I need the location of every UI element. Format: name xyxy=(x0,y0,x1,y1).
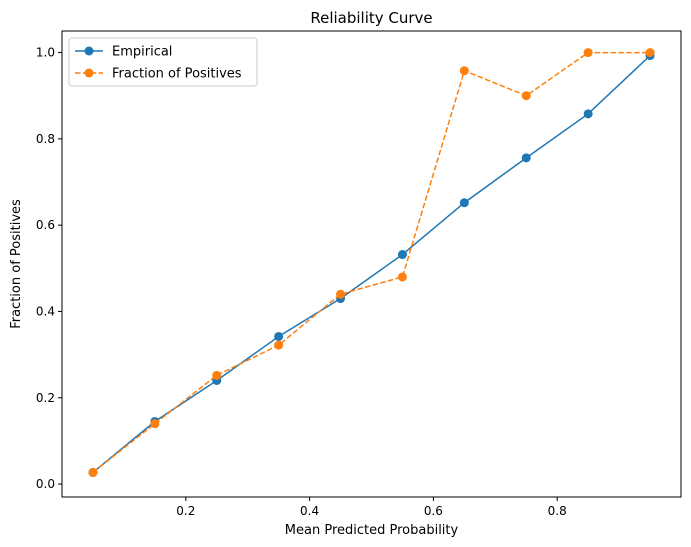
data-point xyxy=(521,91,531,101)
x-tick-label: 0.6 xyxy=(424,504,443,518)
chart-title: Reliability Curve xyxy=(310,9,432,27)
legend-marker xyxy=(84,46,94,56)
data-point xyxy=(459,198,469,208)
x-axis: 0.2 0.4 0.6 0.8 xyxy=(176,497,567,518)
legend-label: Fraction of Positives xyxy=(112,67,242,82)
y-tick-label: 1.0 xyxy=(36,46,55,60)
data-point xyxy=(459,66,469,76)
x-tick-label: 0.2 xyxy=(176,504,195,518)
legend: Empirical Fraction of Positives xyxy=(68,37,258,87)
x-axis-label: Mean Predicted Probability xyxy=(285,523,459,538)
series-layer xyxy=(88,48,655,477)
legend-marker xyxy=(84,68,94,78)
data-point xyxy=(583,109,593,119)
data-point xyxy=(88,467,98,477)
legend-box xyxy=(68,37,258,87)
data-point xyxy=(212,370,222,380)
x-tick-label: 0.4 xyxy=(300,504,319,518)
data-point xyxy=(397,272,407,282)
y-tick-label: 0.0 xyxy=(36,477,55,491)
data-point xyxy=(521,153,531,163)
y-tick-label: 0.4 xyxy=(36,304,55,318)
data-point xyxy=(274,340,284,350)
data-point xyxy=(397,250,407,260)
series-fraction-of-positives xyxy=(88,48,655,477)
data-point xyxy=(274,331,284,341)
legend-label: Empirical xyxy=(112,45,172,60)
data-point xyxy=(336,289,346,299)
y-tick-label: 0.6 xyxy=(36,218,55,232)
y-tick-label: 0.2 xyxy=(36,391,55,405)
y-axis: 0.0 0.2 0.4 0.6 0.8 1.0 xyxy=(36,46,62,491)
data-point xyxy=(150,419,160,429)
series-line xyxy=(92,55,651,473)
x-tick-label: 0.8 xyxy=(548,504,567,518)
plot-area xyxy=(61,30,682,498)
y-tick-label: 0.8 xyxy=(36,132,55,146)
series-line xyxy=(92,51,651,473)
data-point xyxy=(645,48,655,58)
y-axis-label: Fraction of Positives xyxy=(9,199,24,329)
data-point xyxy=(583,48,593,58)
